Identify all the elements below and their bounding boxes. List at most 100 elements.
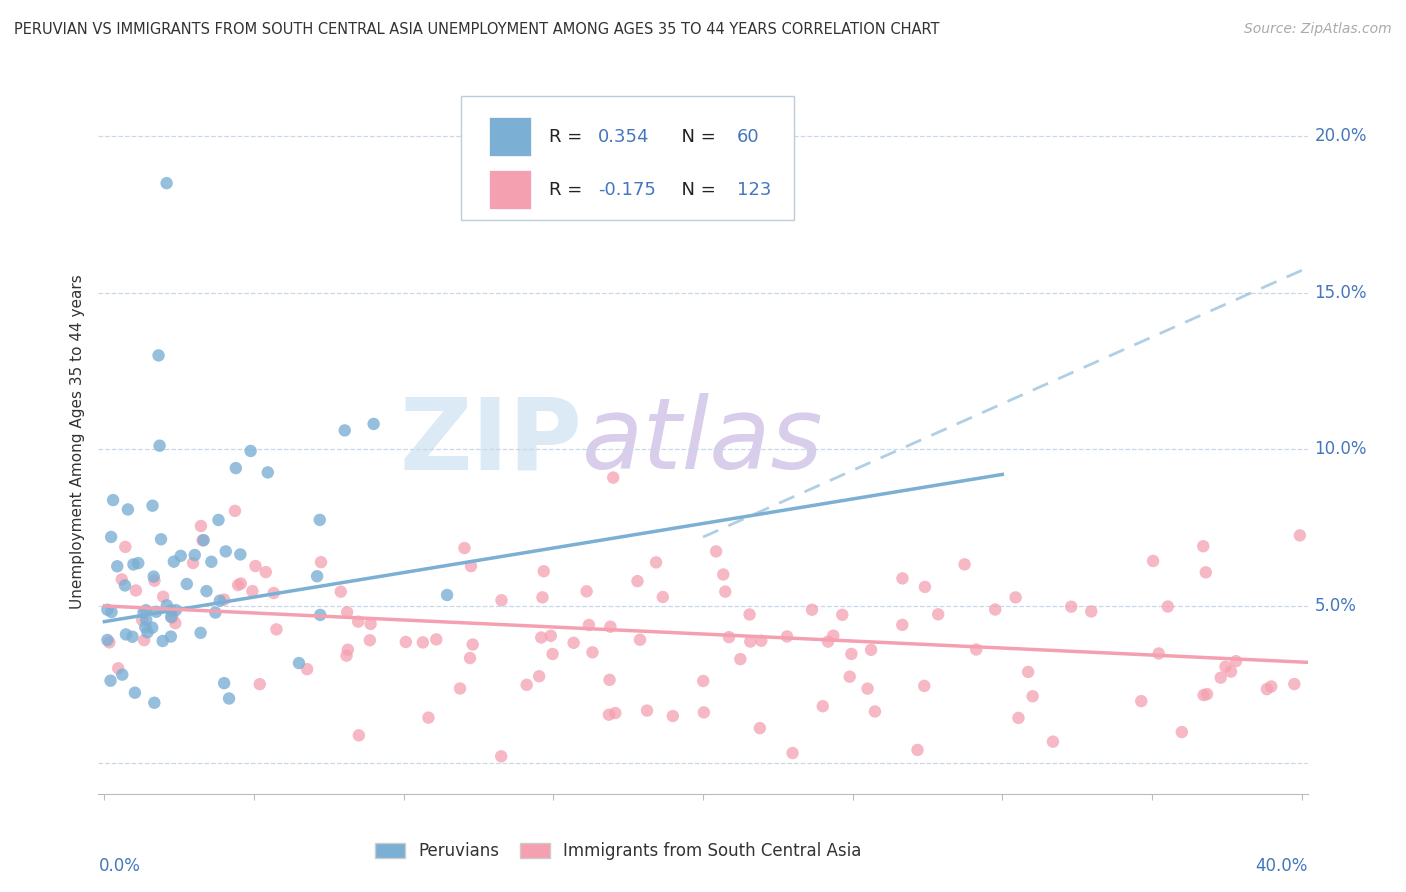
Point bbox=[125, 583, 148, 598]
Point bbox=[927, 607, 949, 622]
Point bbox=[1289, 528, 1312, 542]
Point bbox=[191, 533, 214, 548]
Point bbox=[965, 642, 987, 657]
Point bbox=[212, 592, 235, 607]
Bar bbox=[489, 118, 531, 156]
Point bbox=[1142, 554, 1164, 568]
Point bbox=[207, 513, 229, 527]
Point bbox=[122, 558, 145, 572]
Point bbox=[347, 728, 370, 742]
Point bbox=[190, 625, 212, 640]
Point bbox=[599, 620, 621, 634]
Point bbox=[1215, 659, 1237, 673]
Point bbox=[1130, 694, 1153, 708]
Point bbox=[1007, 711, 1029, 725]
Point bbox=[460, 559, 482, 574]
Point bbox=[575, 584, 598, 599]
Point bbox=[599, 673, 621, 687]
Point bbox=[212, 676, 235, 690]
Point bbox=[156, 176, 179, 190]
Point bbox=[204, 606, 226, 620]
Point bbox=[190, 519, 212, 533]
Point bbox=[533, 564, 555, 578]
Point bbox=[1060, 599, 1083, 614]
Point bbox=[184, 548, 207, 562]
Point bbox=[395, 635, 418, 649]
Point bbox=[1021, 690, 1043, 704]
Point bbox=[225, 461, 247, 475]
Point bbox=[224, 504, 246, 518]
Point bbox=[156, 599, 179, 613]
Text: 10.0%: 10.0% bbox=[1315, 441, 1367, 458]
Point bbox=[127, 556, 149, 570]
Point bbox=[645, 555, 668, 569]
Point bbox=[308, 513, 330, 527]
Point bbox=[145, 605, 167, 619]
Point bbox=[626, 574, 648, 589]
Point bbox=[1080, 604, 1102, 618]
Point bbox=[740, 634, 762, 648]
Point bbox=[117, 502, 139, 516]
Point bbox=[730, 652, 752, 666]
Point bbox=[704, 544, 727, 558]
Point bbox=[101, 493, 124, 508]
Point bbox=[823, 629, 845, 643]
Point bbox=[891, 618, 914, 632]
Text: atlas: atlas bbox=[582, 393, 824, 490]
Point bbox=[218, 691, 240, 706]
Point bbox=[239, 444, 262, 458]
Point bbox=[1192, 539, 1215, 553]
Point bbox=[912, 679, 935, 693]
Point bbox=[150, 533, 173, 547]
Text: N =: N = bbox=[671, 180, 721, 199]
Point bbox=[651, 590, 673, 604]
Point bbox=[121, 630, 143, 644]
Text: PERUVIAN VS IMMIGRANTS FROM SOUTH CENTRAL ASIA UNEMPLOYMENT AMONG AGES 35 TO 44 : PERUVIAN VS IMMIGRANTS FROM SOUTH CENTRA… bbox=[14, 22, 939, 37]
Point bbox=[692, 673, 714, 688]
Point bbox=[208, 593, 231, 607]
Legend: Peruvians, Immigrants from South Central Asia: Peruvians, Immigrants from South Central… bbox=[368, 835, 868, 867]
Point bbox=[360, 616, 382, 631]
Point bbox=[412, 635, 434, 649]
Point bbox=[295, 662, 318, 676]
Point bbox=[149, 439, 172, 453]
Point bbox=[458, 651, 481, 665]
Point bbox=[135, 613, 157, 627]
Point bbox=[165, 603, 187, 617]
Point bbox=[114, 578, 136, 592]
Point bbox=[841, 647, 863, 661]
Point bbox=[249, 677, 271, 691]
Point bbox=[540, 629, 562, 643]
Point bbox=[98, 635, 121, 649]
Point bbox=[1042, 734, 1064, 748]
Point bbox=[541, 647, 564, 661]
Point bbox=[891, 571, 914, 585]
Point bbox=[489, 749, 512, 764]
Point bbox=[984, 602, 1007, 616]
Text: -0.175: -0.175 bbox=[598, 180, 655, 199]
Point bbox=[436, 588, 458, 602]
Text: 20.0%: 20.0% bbox=[1315, 128, 1367, 145]
Point bbox=[242, 584, 264, 599]
Point bbox=[907, 743, 929, 757]
Point bbox=[801, 603, 824, 617]
Point bbox=[748, 721, 770, 735]
Point bbox=[124, 686, 146, 700]
Point bbox=[135, 603, 157, 617]
Point bbox=[141, 499, 163, 513]
Text: Source: ZipAtlas.com: Source: ZipAtlas.com bbox=[1244, 22, 1392, 37]
Point bbox=[141, 621, 163, 635]
Point bbox=[229, 548, 252, 562]
Point bbox=[1225, 654, 1247, 668]
Point bbox=[531, 591, 554, 605]
Point bbox=[254, 565, 277, 579]
Point bbox=[134, 620, 156, 634]
Point bbox=[100, 530, 122, 544]
Point bbox=[811, 699, 834, 714]
Point bbox=[181, 556, 204, 570]
Point bbox=[363, 417, 385, 431]
Point bbox=[105, 559, 128, 574]
Point bbox=[863, 705, 886, 719]
Point bbox=[714, 584, 737, 599]
Point bbox=[347, 615, 370, 629]
